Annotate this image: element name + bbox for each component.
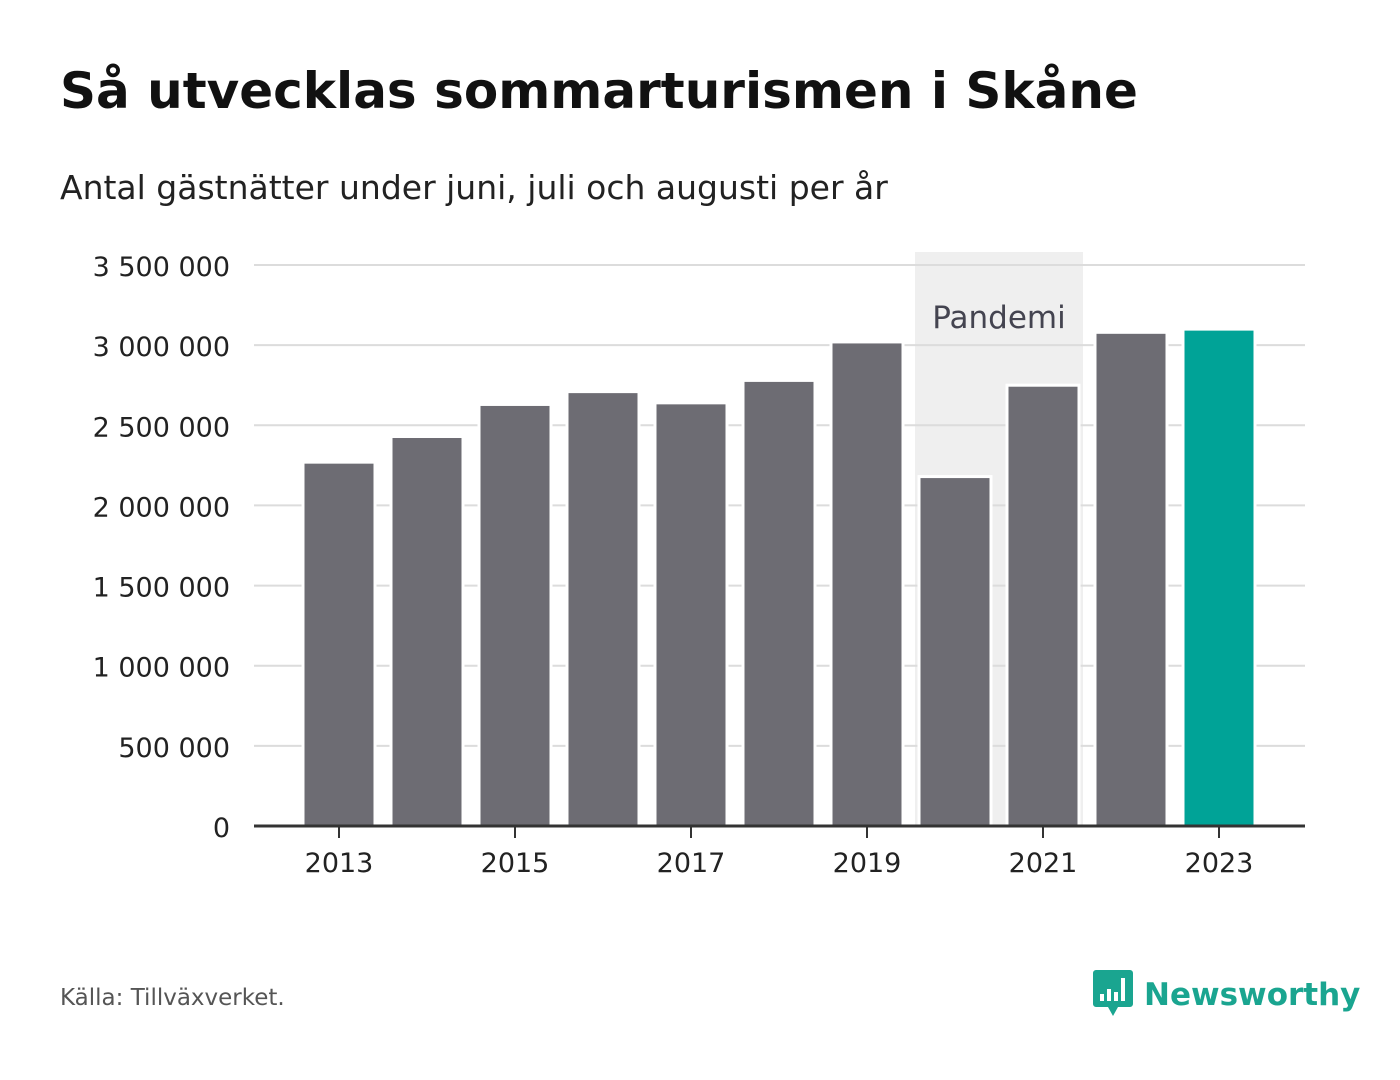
- bar-chart-logo-icon: [1092, 968, 1134, 1022]
- bar-2015: [477, 402, 553, 828]
- bar-2021: [1005, 383, 1081, 828]
- bar-2020: [917, 475, 993, 828]
- bar-2019: [829, 340, 905, 828]
- bar-2016: [565, 390, 641, 828]
- y-tick-label: 1 500 000: [93, 573, 230, 604]
- y-tick-label: 3 500 000: [93, 252, 230, 283]
- bar-2013: [301, 460, 377, 828]
- bar-2014: [389, 435, 465, 828]
- x-tick-label: 2015: [481, 848, 550, 879]
- axes-group: [254, 824, 1305, 838]
- brand-logo: Newsworthy: [1092, 968, 1360, 1022]
- bar-2023: [1181, 327, 1257, 828]
- source-note: Källa: Tillväxverket.: [60, 985, 285, 1011]
- x-tick-label: 2019: [833, 848, 902, 879]
- y-tick-label: 500 000: [118, 733, 230, 764]
- bar-2018: [741, 378, 817, 828]
- tick-labels-group: 0 500 000 1 000 000 1 500 000 2 000 000 2 500…: [93, 252, 1254, 879]
- y-tick-label: 2 000 000: [93, 492, 230, 523]
- bars-group: [301, 327, 1257, 828]
- x-tick-label: 2023: [1185, 848, 1254, 879]
- bar-2022: [1093, 330, 1169, 828]
- pandemic-label: Pandemi: [932, 300, 1066, 336]
- chart-subtitle: Antal gästnätter under juni, juli och au…: [60, 168, 888, 207]
- y-tick-label: 1 000 000: [93, 653, 230, 684]
- x-tick-label: 2017: [657, 848, 726, 879]
- bar-2017: [653, 401, 729, 828]
- chart-title: Så utvecklas sommarturismen i Skåne: [60, 62, 1138, 120]
- y-tick-label: 3 000 000: [93, 332, 230, 363]
- x-tick-label: 2021: [1009, 848, 1078, 879]
- x-tick-label: 2013: [305, 848, 374, 879]
- y-tick-label: 0: [213, 813, 230, 844]
- y-tick-label: 2 500 000: [93, 412, 230, 443]
- brand-name: Newsworthy: [1144, 977, 1361, 1013]
